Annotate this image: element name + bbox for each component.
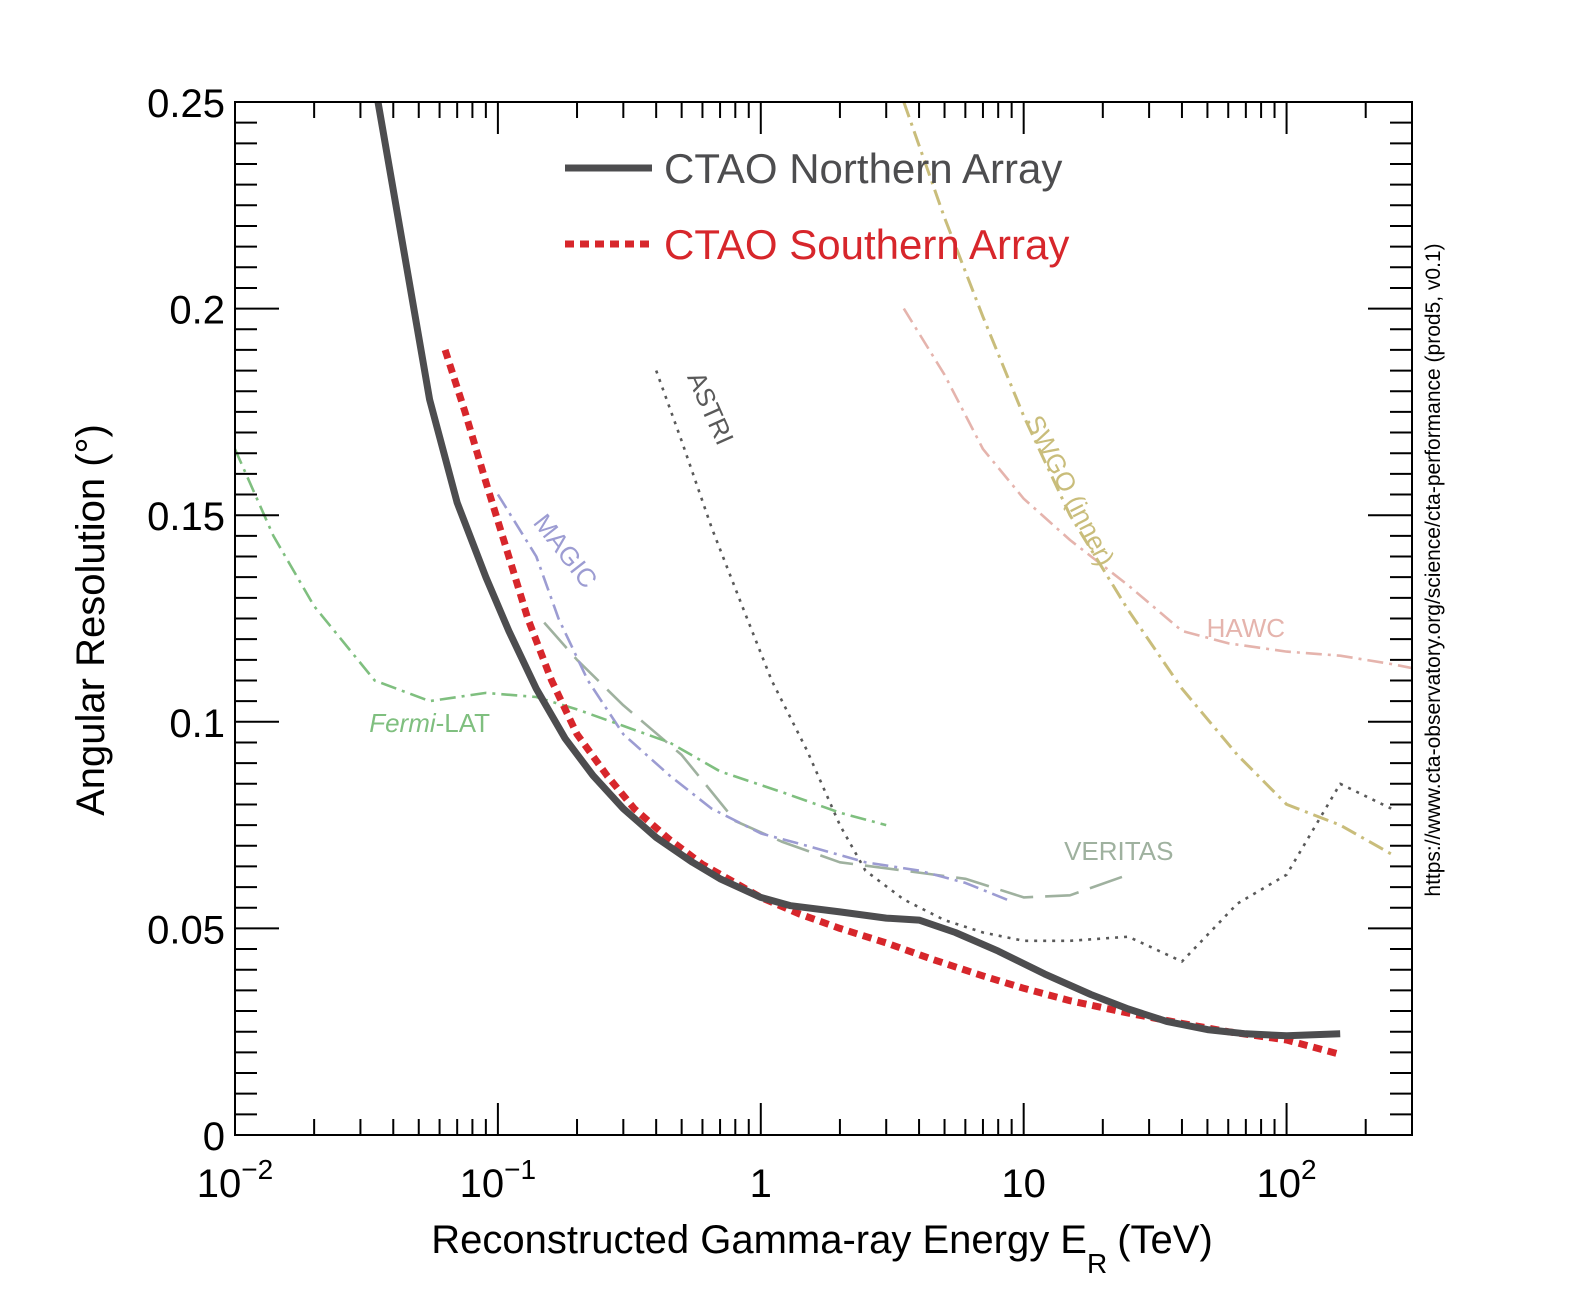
series-line-fermi-lat — [235, 448, 887, 827]
series-label-italic-part: Fermi — [369, 708, 437, 738]
ticks-layer — [234, 101, 1413, 1136]
x-tick-label: 10−1 — [460, 1154, 536, 1206]
y-tick-label: 0.2 — [169, 289, 225, 333]
x-axis-label: Reconstructed Gamma-ray Energy ER (TeV) — [431, 1218, 1213, 1279]
series-line-astri — [654, 370, 1392, 963]
legend-label-ctao-northern-array: CTAO Northern Array — [664, 145, 1062, 192]
x-tick-label-base: 10 — [197, 1162, 242, 1206]
x-axis-label-unit: (TeV) — [1117, 1218, 1213, 1262]
legend: CTAO Northern Array CTAO Southern Array — [565, 145, 1069, 268]
y-tick-label: 0.05 — [147, 908, 225, 952]
x-tick-label-base: 10 — [460, 1162, 505, 1206]
x-axis-label-main: Reconstructed Gamma-ray Energy E — [431, 1218, 1087, 1262]
y-tick-label: 0.1 — [169, 702, 225, 746]
series-label-astri: ASTRI — [681, 367, 740, 449]
x-tick-label-exponent: 2 — [1301, 1154, 1317, 1185]
x-tick-label-exponent: −2 — [241, 1154, 273, 1185]
x-tick-label-exponent: −1 — [504, 1154, 536, 1185]
x-axis-label-subscript: R — [1087, 1248, 1107, 1279]
x-tick-label: 1 — [750, 1162, 772, 1206]
series-line-ctao-northern-array — [374, 102, 1341, 1040]
source-url-note: https://www.cta-observatory.org/science/… — [1422, 243, 1445, 896]
series-line-swgo-inner — [902, 102, 1392, 856]
series-line-ctao-southern-array — [441, 348, 1342, 1058]
x-tick-label: 10−2 — [197, 1154, 273, 1206]
legend-label-ctao-southern-array: CTAO Southern Array — [664, 221, 1069, 268]
x-tick-label-base: 10 — [1001, 1162, 1046, 1206]
series-label-swgo-inner: SWGO (inner) — [1019, 410, 1120, 570]
series-line-magic — [496, 493, 1013, 903]
series-line-hawc — [902, 307, 1412, 670]
x-tick-label-base: 10 — [1257, 1162, 1302, 1206]
series-line-veritas — [543, 621, 1129, 899]
series-label-magic: MAGIC — [528, 508, 604, 594]
series-label-rest-part: -LAT — [436, 708, 491, 738]
x-tick-label-base: 1 — [750, 1162, 772, 1206]
series-layer — [235, 102, 1412, 1058]
y-tick-label: 0.15 — [147, 495, 225, 539]
y-tick-label: 0.25 — [147, 82, 225, 126]
series-label-hawc: HAWC — [1207, 613, 1285, 643]
y-tick-label: 0 — [203, 1115, 225, 1159]
x-tick-label: 10 — [1001, 1162, 1046, 1206]
series-label-fermi-lat: Fermi-LAT — [369, 708, 490, 738]
y-axis-label: Angular Resolution (°) — [69, 424, 113, 816]
series-label-veritas: VERITAS — [1064, 836, 1173, 866]
x-tick-label: 102 — [1257, 1154, 1317, 1206]
